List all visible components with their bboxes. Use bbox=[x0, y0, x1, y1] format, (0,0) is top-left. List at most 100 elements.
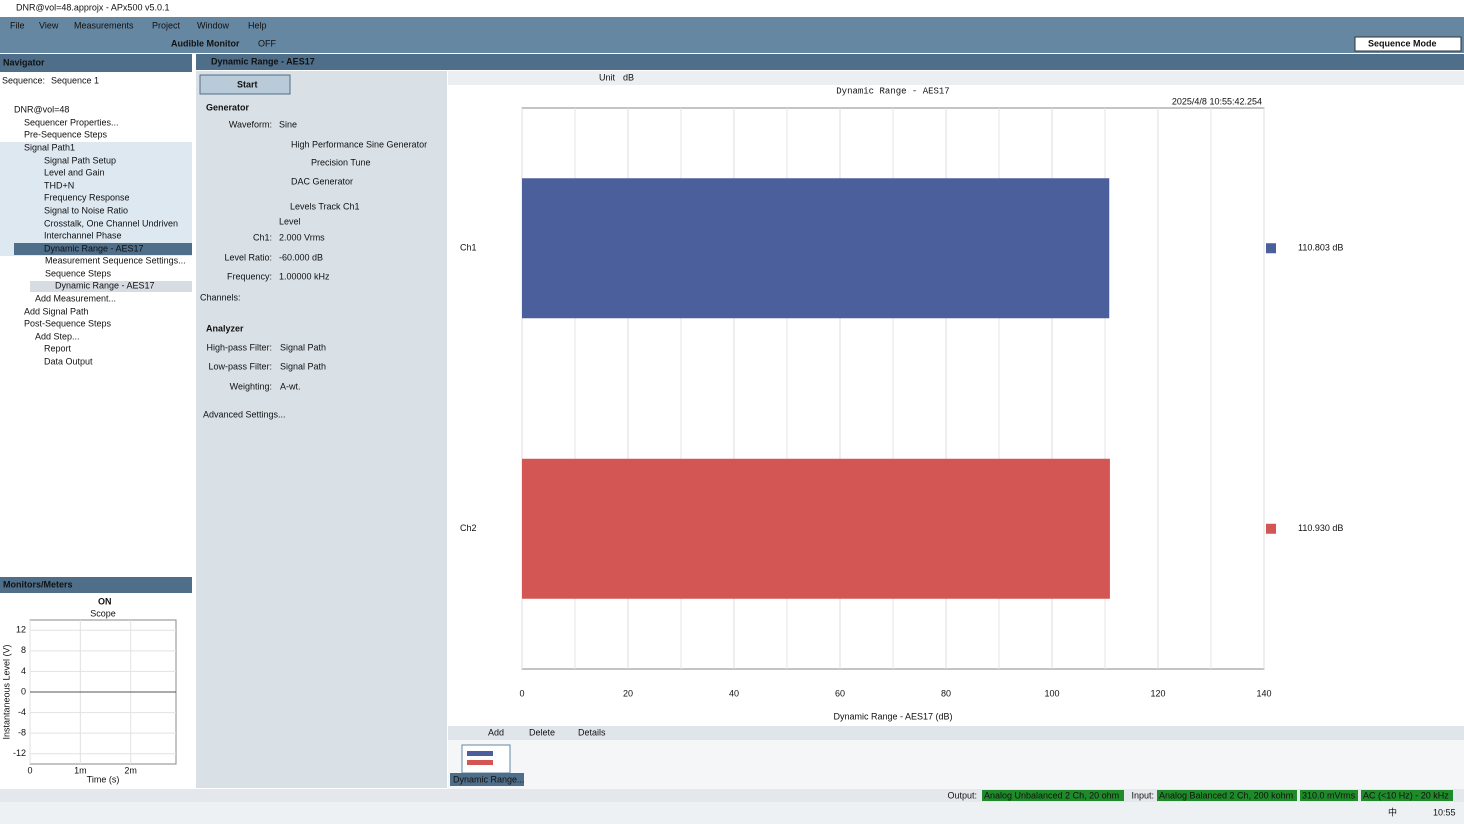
button-label[interactable]: Details bbox=[578, 727, 606, 737]
menu-item[interactable]: Window bbox=[197, 20, 230, 30]
measurement-title: Dynamic Range - AES17 bbox=[211, 56, 315, 66]
monitors-panel bbox=[0, 594, 192, 788]
thumbnail-icon bbox=[467, 751, 493, 756]
label: High-pass Filter: bbox=[206, 342, 272, 352]
menu-item[interactable]: Project bbox=[152, 20, 181, 30]
legend-swatch bbox=[1266, 523, 1276, 534]
thumbnail-caption: Dynamic Range... bbox=[453, 774, 525, 784]
label: Unit bbox=[599, 72, 616, 82]
timestamp: 2025/4/8 10:55:42.254 bbox=[1172, 96, 1262, 106]
measurement-header bbox=[196, 54, 1464, 70]
section-heading: Analyzer bbox=[206, 323, 244, 333]
status-box bbox=[1157, 790, 1297, 801]
dropdown: 1.00000 kHz bbox=[279, 271, 330, 281]
selected-item bbox=[14, 243, 192, 255]
clock: 10:55 bbox=[1433, 807, 1456, 817]
category-label: Ch1 bbox=[460, 243, 477, 253]
start-button[interactable] bbox=[199, 74, 291, 95]
tree-item[interactable]: Data Output bbox=[44, 356, 93, 366]
status-value: AC (<10 Hz) - 20 kHz bbox=[1363, 790, 1449, 800]
tree-item[interactable]: Dynamic Range - AES17 bbox=[55, 280, 155, 290]
bar bbox=[522, 458, 1110, 599]
input: -60.000 dB bbox=[279, 252, 323, 262]
sequence-select[interactable]: Sequence 1 bbox=[51, 75, 99, 85]
menu-item[interactable]: Measurements bbox=[74, 20, 134, 30]
dropdown: A-wt. bbox=[280, 381, 301, 391]
tree-item[interactable]: Interchannel Phase bbox=[44, 230, 122, 240]
checkbox-label: Precision Tune bbox=[311, 157, 371, 167]
thumbnail-icon bbox=[467, 760, 493, 765]
mode-select[interactable] bbox=[1354, 36, 1462, 52]
tree-item[interactable]: Signal Path Setup bbox=[44, 155, 116, 165]
signal-path-highlight bbox=[0, 142, 192, 256]
x-tick-label: 120 bbox=[1150, 688, 1165, 698]
taskbar bbox=[0, 802, 1464, 824]
unit-select[interactable]: dB bbox=[623, 72, 634, 82]
x-axis-label: Dynamic Range - AES17 (dB) bbox=[833, 711, 952, 721]
panel-title: Monitors/Meters bbox=[3, 579, 73, 589]
menu-toolbar bbox=[0, 17, 1464, 53]
tree-item[interactable]: Pre-Sequence Steps bbox=[24, 129, 108, 139]
x-tick-label: 0 bbox=[27, 765, 32, 775]
status-box bbox=[1300, 790, 1358, 801]
x-tick-label: 140 bbox=[1256, 688, 1271, 698]
tree-item[interactable]: Measurement Sequence Settings... bbox=[45, 255, 186, 265]
radio-label: DAC Generator bbox=[291, 176, 353, 186]
tree-item[interactable]: Add Signal Path bbox=[24, 306, 89, 316]
graph-toolbar bbox=[448, 71, 1464, 85]
menu-item[interactable]: Help bbox=[248, 20, 267, 30]
tree-item[interactable]: Level and Gain bbox=[44, 167, 105, 177]
label: Sequence: bbox=[2, 75, 45, 85]
tree-item[interactable]: Add Measurement... bbox=[35, 293, 116, 303]
dropdown: Signal Path bbox=[280, 342, 326, 352]
tree-item[interactable]: Sequencer Properties... bbox=[24, 117, 119, 127]
thumbnail-caption-bg bbox=[450, 773, 524, 786]
label: Weighting: bbox=[230, 381, 272, 391]
label: Output: bbox=[947, 790, 977, 800]
tree-item[interactable]: Frequency Response bbox=[44, 192, 130, 202]
tree-item[interactable]: Add Step... bbox=[35, 331, 80, 341]
button-label[interactable]: Delete bbox=[529, 727, 555, 737]
radio-label: High Performance Sine Generator bbox=[291, 139, 427, 149]
menu-item[interactable]: File bbox=[10, 20, 25, 30]
label: Low-pass Filter: bbox=[208, 361, 272, 371]
checkbox-label: Levels Track Ch1 bbox=[290, 201, 360, 211]
tree-item[interactable]: DNR@vol=48 bbox=[14, 104, 69, 114]
value-label: 110.930 dB bbox=[1298, 523, 1343, 533]
x-tick-label: 100 bbox=[1044, 688, 1059, 698]
x-tick-label: 40 bbox=[729, 688, 739, 698]
start-label: Start bbox=[237, 79, 258, 89]
tree-item[interactable]: Report bbox=[44, 343, 72, 353]
tree-item[interactable]: Dynamic Range - AES17 bbox=[44, 243, 144, 253]
tree-item[interactable]: Signal to Noise Ratio bbox=[44, 205, 128, 215]
graph-area bbox=[448, 71, 1464, 726]
button-label: Advanced Settings... bbox=[203, 409, 286, 419]
menu-item[interactable]: View bbox=[39, 20, 59, 30]
category-label: Ch2 bbox=[460, 523, 477, 533]
label: Input: bbox=[1131, 790, 1154, 800]
toggle: ON bbox=[98, 596, 112, 606]
mode-select-label: Sequence Mode bbox=[1368, 38, 1437, 48]
tree-item[interactable]: Crosstalk, One Channel Undriven bbox=[44, 218, 178, 228]
label: Channels: bbox=[200, 292, 241, 302]
dropdown: 2.000 Vrms bbox=[279, 232, 325, 242]
tree-item[interactable]: THD+N bbox=[44, 180, 74, 190]
tree-item[interactable]: Post-Sequence Steps bbox=[24, 318, 112, 328]
results-strip bbox=[448, 740, 1464, 789]
x-tick-label: 0 bbox=[519, 688, 524, 698]
thumbnail[interactable] bbox=[461, 744, 511, 774]
panel-title: Navigator bbox=[3, 57, 45, 67]
chart-title: Dynamic Range - AES17 bbox=[836, 86, 949, 96]
button-label[interactable]: Add bbox=[488, 727, 504, 737]
legend-swatch bbox=[1266, 243, 1276, 254]
dropdown: Signal Path bbox=[280, 361, 326, 371]
monitors-header bbox=[0, 577, 192, 593]
label: Frequency: bbox=[227, 271, 272, 281]
x-tick-label: 60 bbox=[835, 688, 845, 698]
tree-item[interactable]: Sequence Steps bbox=[45, 268, 112, 278]
value-label: 110.803 dB bbox=[1298, 243, 1343, 253]
x-axis-label: Time (s) bbox=[87, 774, 120, 784]
tree-item[interactable]: Signal Path1 bbox=[24, 142, 75, 152]
